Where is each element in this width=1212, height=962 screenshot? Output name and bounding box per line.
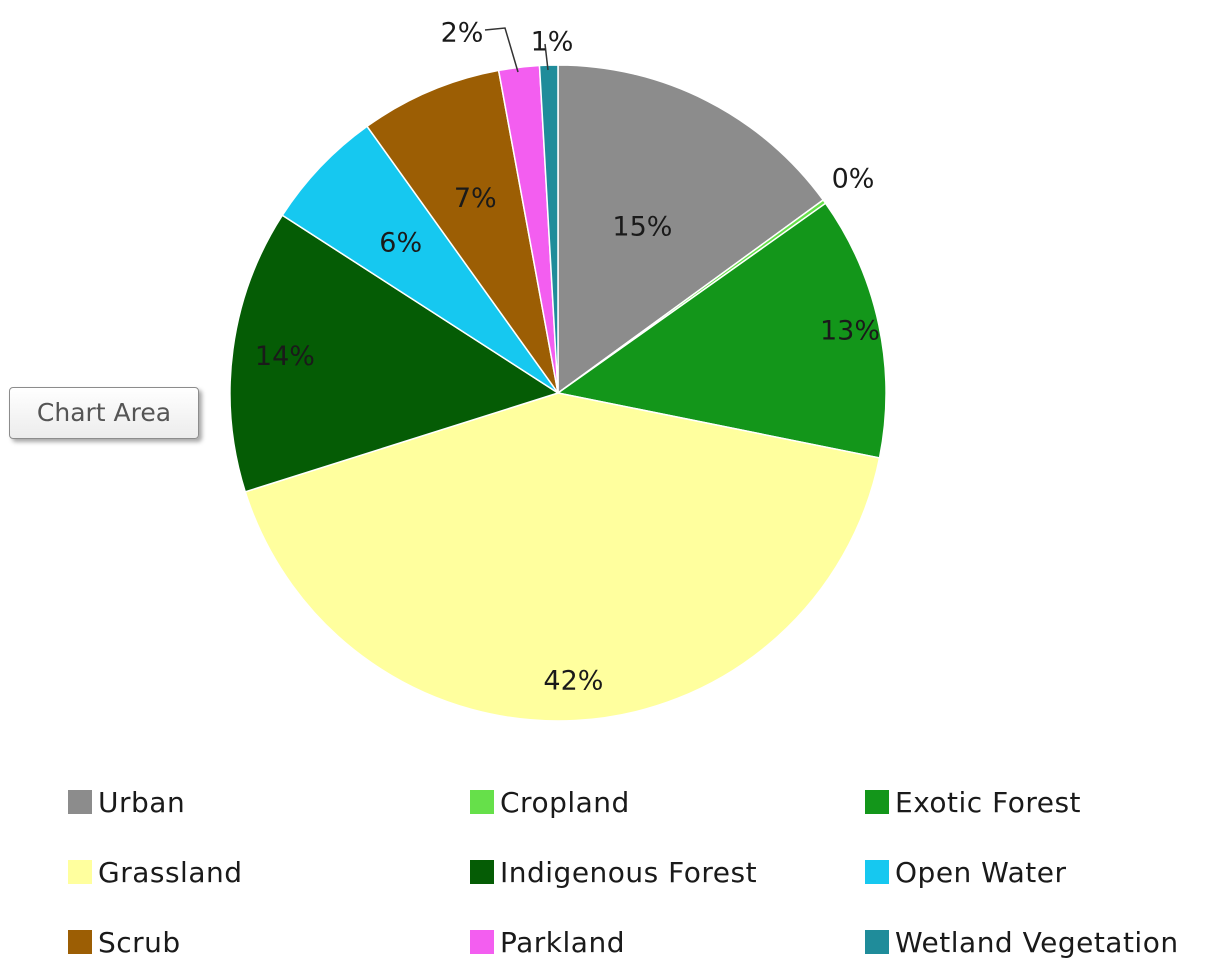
legend-swatch <box>470 790 494 814</box>
legend-swatch <box>865 930 889 954</box>
pie-slices <box>229 64 887 722</box>
chart-area-tooltip: Chart Area <box>9 387 199 439</box>
legend-swatch <box>68 930 92 954</box>
data-label-indigenous-forest: 14% <box>255 341 315 372</box>
legend-item-wetland-vegetation: Wetland Vegetation <box>865 922 1179 962</box>
legend-swatch <box>865 790 889 814</box>
data-labels: 15% 0% 13% 42% 14% 6% 7% 2% 1% <box>255 18 880 697</box>
data-label-cropland: 0% <box>832 164 875 195</box>
legend-item-parkland: Parkland <box>470 922 625 962</box>
legend-label: Wetland Vegetation <box>895 925 1179 959</box>
legend-swatch <box>68 790 92 814</box>
legend-label: Cropland <box>500 785 630 819</box>
legend-label: Scrub <box>98 925 181 959</box>
legend-label: Open Water <box>895 855 1067 889</box>
legend-item-cropland: Cropland <box>470 782 630 822</box>
pie-slice-grassland[interactable] <box>244 392 881 722</box>
leader-line <box>544 43 549 71</box>
data-label-parkland: 2% <box>441 18 484 49</box>
legend-label: Exotic Forest <box>895 785 1082 819</box>
legend-label: Urban <box>98 785 186 819</box>
data-label-grassland: 42% <box>543 666 603 697</box>
pie-slice-exotic-forest[interactable] <box>556 202 887 459</box>
legend-swatch <box>470 860 494 884</box>
legend-swatch <box>865 860 889 884</box>
data-label-urban: 15% <box>612 212 672 243</box>
pie-slice-open-water[interactable] <box>281 125 559 394</box>
pie-slice-scrub[interactable] <box>365 69 559 394</box>
data-label-wetland-vegetation: 1% <box>531 27 574 58</box>
legend-swatch <box>68 860 92 884</box>
legend-item-urban: Urban <box>68 782 185 822</box>
legend-label: Indigenous Forest <box>500 855 758 889</box>
legend-swatch <box>470 930 494 954</box>
legend-item-exotic-forest: Exotic Forest <box>865 782 1081 822</box>
legend: Urban Cropland Exotic Forest Grassland I… <box>68 772 1208 961</box>
legend-item-grassland: Grassland <box>68 852 243 892</box>
legend-label: Grassland <box>98 855 243 889</box>
leader-line <box>484 27 519 73</box>
data-label-scrub: 7% <box>454 183 497 214</box>
pie-slice-urban[interactable] <box>557 64 825 395</box>
pie-slice-wetland-vegetation[interactable] <box>538 64 559 394</box>
pie-slice-indigenous-forest[interactable] <box>229 214 560 493</box>
data-label-open-water: 6% <box>379 228 422 259</box>
legend-item-open-water: Open Water <box>865 852 1066 892</box>
legend-item-scrub: Scrub <box>68 922 181 962</box>
legend-label: Parkland <box>500 925 625 959</box>
data-label-exotic-forest: 13% <box>820 316 880 347</box>
legend-item-indigenous-forest: Indigenous Forest <box>470 852 757 892</box>
pie-chart: 15% 0% 13% 42% 14% 6% 7% 2% 1% <box>229 18 887 722</box>
leader-lines <box>484 27 549 73</box>
